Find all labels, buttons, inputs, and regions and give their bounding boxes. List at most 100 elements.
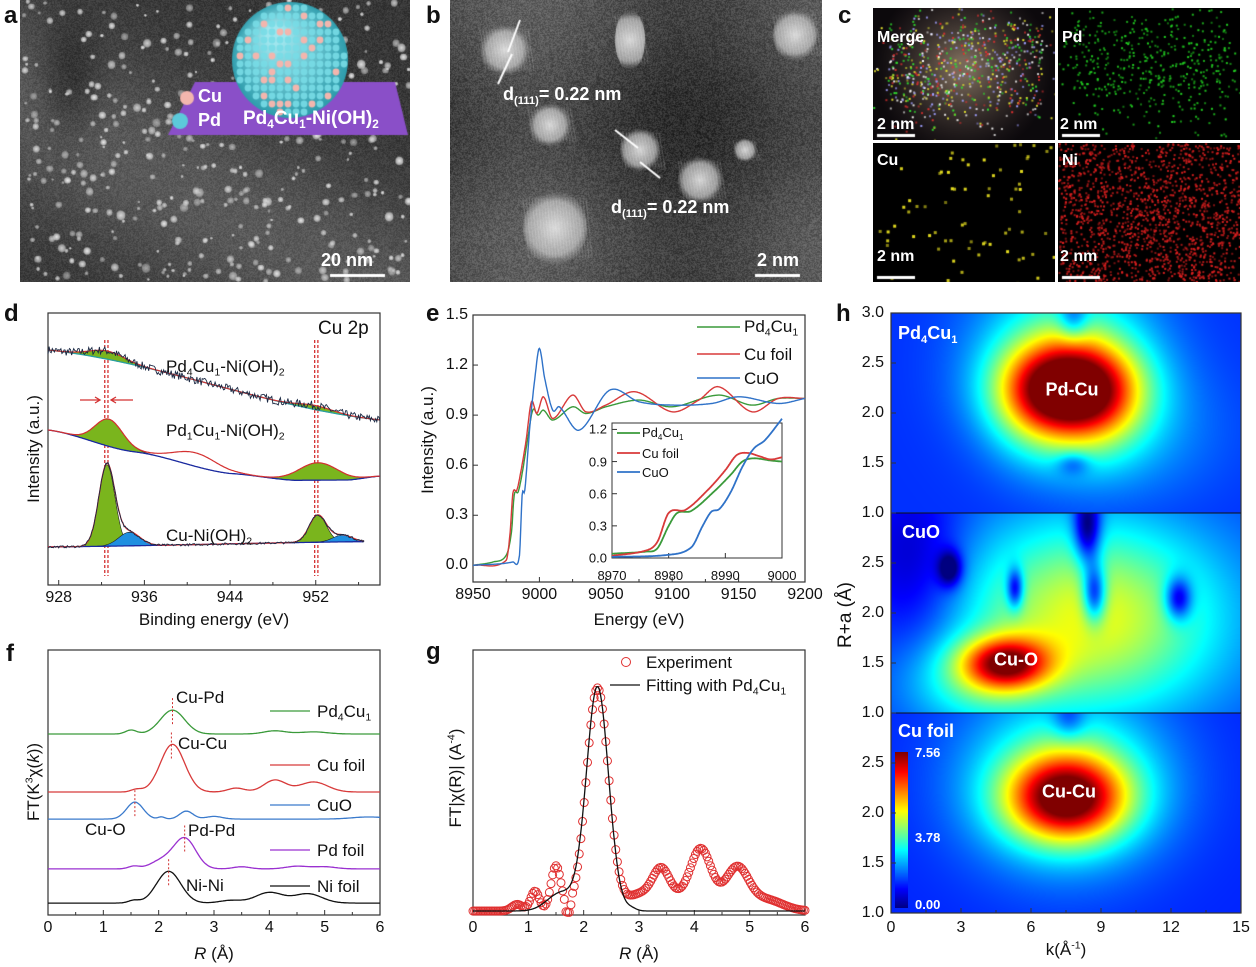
experiment-point — [544, 887, 554, 897]
wavelet-map-cuo — [891, 513, 1241, 713]
experiment-point — [569, 881, 579, 891]
experiment-point — [524, 896, 534, 906]
map-title: Ni — [1062, 152, 1078, 169]
panel-label-b: b — [426, 2, 441, 29]
x-axis-unit: (Å) — [206, 944, 234, 963]
experiment-point — [724, 870, 734, 880]
tick-label: 2.5 — [861, 554, 884, 571]
text-segment: R+a (Å) — [835, 582, 856, 648]
panel-label-d: d — [4, 300, 19, 327]
panel-label-g: g — [426, 638, 441, 665]
tick-label: 0.9 — [588, 454, 607, 470]
tick-label: 9000 — [767, 568, 797, 583]
scale-bar-label: 20 nm — [321, 250, 374, 270]
experiment-point — [704, 856, 714, 866]
text-segment: 2 — [278, 366, 285, 379]
colorbar — [895, 752, 908, 908]
experiment-point — [702, 852, 712, 862]
tick-label: 3 — [956, 919, 966, 936]
legend-label: Pd4Cu1 — [744, 317, 798, 338]
text-segment: k(Å — [1045, 940, 1072, 959]
experiment-point — [556, 878, 566, 888]
series-label: Cu-Ni(OH)2 — [166, 526, 252, 547]
text-segment: Cu-Ni(OH) — [166, 526, 247, 545]
text-segment: 1 — [365, 711, 372, 724]
text-segment: (111) — [622, 207, 647, 220]
tick-label: 6 — [800, 919, 810, 936]
text-segment: 4 — [921, 333, 928, 346]
series-line — [472, 385, 805, 567]
experiment-point — [722, 872, 732, 882]
tick-label: 1.5 — [861, 854, 884, 871]
text-segment: 1 — [186, 430, 193, 443]
text-segment: CuO — [317, 796, 352, 815]
eds-map-merge — [873, 8, 1055, 140]
text-segment: d — [503, 84, 514, 104]
text-segment: CuO — [744, 369, 779, 388]
tick-label: 1.2 — [588, 421, 607, 437]
tick-label: 8990 — [710, 568, 740, 583]
experiment-point — [559, 894, 569, 904]
tick-label: 3 — [634, 919, 644, 936]
inset-legend-label: Cu foil — [642, 446, 679, 461]
lattice-spacing-annotation: d(111)= 0.22 nm — [503, 84, 621, 106]
tick-label: 0 — [468, 919, 478, 936]
text-segment: ) — [1080, 940, 1087, 959]
raw-data-line — [47, 345, 381, 424]
legend-label: Pd4Cu1 — [317, 702, 372, 724]
map-title: Cu — [877, 152, 899, 169]
tick-label: 1 — [523, 919, 533, 936]
tick-label: 5 — [745, 919, 755, 936]
tick-label: 944 — [216, 589, 244, 606]
experiment-point — [642, 882, 652, 892]
inset-legend-label: CuO — [642, 465, 669, 480]
text-segment: ) — [446, 728, 465, 735]
text-segment: -4 — [445, 734, 458, 744]
subplot-title: Pd4Cu1 — [898, 323, 957, 346]
text-segment: Pd — [898, 323, 922, 343]
experiment-point — [533, 890, 543, 900]
text-segment: Cu — [662, 425, 680, 440]
experiment-point — [553, 863, 563, 873]
tick-label: 9000 — [521, 586, 558, 603]
plot-frame — [47, 312, 381, 586]
scale-bar-label: 2 nm — [757, 250, 800, 270]
text-segment: Cu — [758, 676, 781, 695]
bond-label: Pd-Pd — [188, 821, 236, 840]
text-segment: = 0.22 nm — [646, 197, 730, 217]
text-segment: 1 — [214, 430, 221, 443]
legend-label: Cu foil — [317, 756, 365, 776]
y-axis-label-text: FT(K3χ(k)) — [24, 743, 43, 821]
series-label: Pd1Cu1-Ni(OH)2 — [166, 421, 285, 443]
text-segment: Cu — [343, 702, 366, 721]
material-label: Pd4Cu1-Ni(OH)2 — [243, 108, 379, 130]
text-segment: Pd — [166, 357, 187, 376]
tick-label: 2 — [579, 919, 589, 936]
tick-label: 928 — [45, 589, 73, 606]
scale-bar-label: 2 nm — [1060, 248, 1098, 265]
x-axis-label: Binding energy (eV) — [138, 610, 290, 629]
x-axis-unit: (Å) — [631, 944, 659, 963]
tick-label: 8950 — [455, 586, 491, 603]
experiment-point — [571, 873, 581, 883]
experiment-point — [554, 869, 564, 879]
y-axis-label: Intensity (a.u.) — [24, 395, 43, 503]
colorbar-min-label: 0.00 — [915, 897, 941, 912]
experiment-point — [573, 862, 583, 872]
text-segment: 4 — [267, 118, 274, 132]
text-segment: 4 — [752, 685, 759, 698]
experiment-point — [548, 870, 558, 880]
fit-envelope — [47, 418, 381, 478]
tick-label: 8980 — [654, 568, 684, 583]
legend-label: CuO — [317, 796, 352, 816]
series-label: Pd4Cu1-Ni(OH)2 — [166, 357, 285, 379]
plot-frame — [890, 312, 1242, 914]
tick-label: 9 — [1096, 919, 1106, 936]
panel-label-a: a — [4, 2, 18, 29]
raw-data-line — [47, 461, 365, 549]
panel-label-c: c — [838, 2, 852, 29]
legend-label: Cu foil — [744, 345, 792, 365]
experiment-point — [574, 849, 584, 859]
tick-label: 5 — [320, 919, 330, 936]
tick-label: 2 — [154, 919, 164, 936]
